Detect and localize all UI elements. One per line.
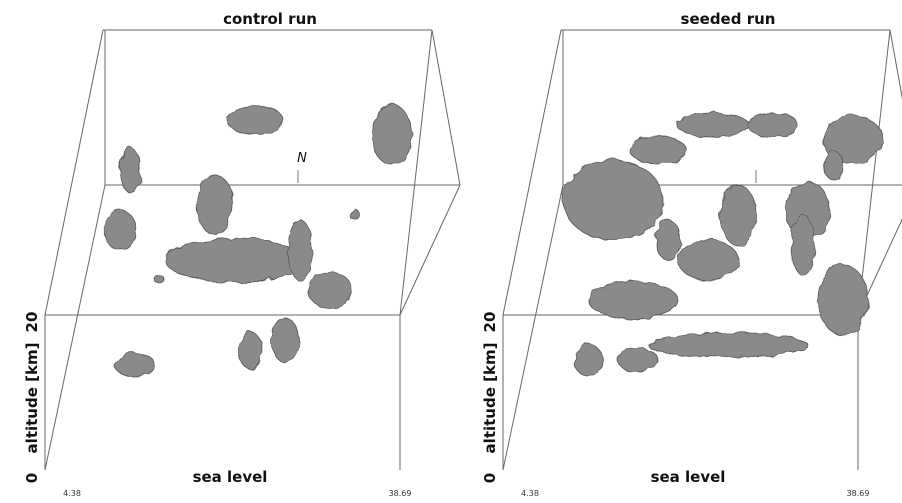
cloud-isosurface [371, 104, 413, 166]
altitude-label: altitude [km] [23, 343, 41, 454]
box-edge [399, 184, 461, 316]
x-max-label: 38.69 [847, 489, 870, 498]
box-edge [502, 29, 562, 316]
panel: control run N 20 altitude [km] 0 sea level 4.3… [23, 10, 461, 498]
box-edge [399, 29, 433, 316]
cloud-isosurface [237, 331, 263, 369]
cloud-isosurface [790, 214, 816, 276]
cloud-isosurface [196, 174, 234, 236]
sea-level-label: sea level [193, 468, 268, 486]
altitude-top: 20 [481, 312, 499, 333]
box-edge [44, 184, 106, 471]
box-edge [502, 184, 564, 471]
cloud-isosurface [629, 135, 687, 165]
cloud-isosurface [822, 150, 844, 180]
cloud-isosurface [103, 209, 137, 251]
sea-level-label: sea level [651, 468, 726, 486]
cloud-isosurface [617, 347, 659, 373]
x-min-label: 4.38 [63, 489, 81, 498]
box-edge [857, 218, 902, 316]
panel-title: seeded run [681, 10, 776, 28]
altitude-bottom: 0 [481, 473, 499, 483]
cloud-isosurface [350, 208, 360, 222]
cloud-isosurface [587, 281, 679, 319]
cloud-isosurface [154, 275, 166, 285]
cloud-isosurface [270, 317, 300, 363]
cloud-isosurface [287, 219, 313, 281]
cloud-isosurface [822, 115, 884, 165]
cloud-isosurface [573, 343, 603, 377]
box-edge [44, 29, 104, 316]
cloud-isosurface [747, 112, 799, 138]
panel: seeded run 20 altitude [km] 0 sea level 4.38 3… [481, 10, 902, 498]
north-label: N [297, 151, 307, 166]
cloud-isosurface [647, 332, 809, 358]
x-min-label: 4.38 [521, 489, 539, 498]
cloud-isosurface [677, 239, 739, 281]
cloud-isosurface [164, 237, 306, 283]
altitude-bottom: 0 [23, 473, 41, 483]
cloud-isosurface [676, 112, 750, 138]
altitude-top: 20 [23, 312, 41, 333]
cloud-isosurface [119, 147, 141, 193]
cloud-isosurface [562, 159, 664, 241]
x-max-label: 38.69 [389, 489, 412, 498]
altitude-label: altitude [km] [481, 343, 499, 454]
cloud-isosurface [817, 264, 869, 336]
box-edge [889, 29, 902, 100]
cloud-isosurface [226, 105, 284, 135]
cloud-isosurface [655, 219, 681, 261]
box-edge [431, 29, 461, 186]
cloud-isosurface [307, 271, 353, 309]
panel-title: control run [223, 10, 317, 28]
box-edge [857, 29, 891, 316]
cloud-isosurface [114, 352, 156, 378]
cloud-isosurface [719, 184, 757, 246]
